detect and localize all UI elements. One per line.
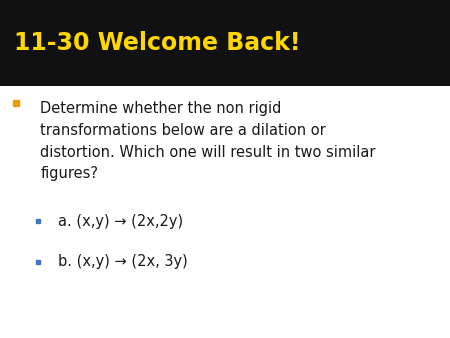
FancyBboxPatch shape — [0, 0, 450, 86]
Text: Determine whether the non rigid
transformations below are a dilation or
distorti: Determine whether the non rigid transfor… — [40, 101, 376, 181]
Text: 11-30 Welcome Back!: 11-30 Welcome Back! — [14, 31, 300, 55]
Text: b. (x,y) → (2x, 3y): b. (x,y) → (2x, 3y) — [58, 255, 188, 269]
Text: a. (x,y) → (2x,2y): a. (x,y) → (2x,2y) — [58, 214, 184, 229]
